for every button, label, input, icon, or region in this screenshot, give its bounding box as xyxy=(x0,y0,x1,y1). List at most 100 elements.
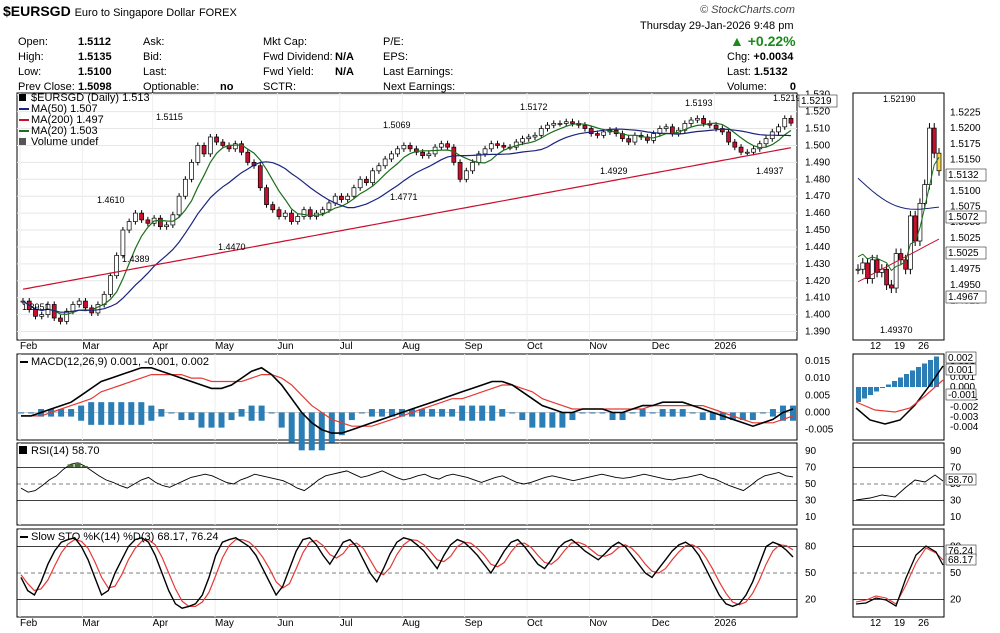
volume-value: 0 xyxy=(789,81,796,93)
macd-histogram-bar xyxy=(459,405,466,421)
candle-body xyxy=(744,151,750,154)
inset-macd-tick-label: -0.004 xyxy=(950,422,979,433)
quote-label: Fwd Dividend: xyxy=(263,51,333,63)
price-annotation: 1.4929 xyxy=(600,166,628,176)
macd-histogram-bar xyxy=(308,412,315,451)
inset-macd-hist-bar xyxy=(892,381,897,387)
symbol-name: Euro to Singapore Dollar xyxy=(74,7,196,19)
price-tick-label: 1.430 xyxy=(805,259,830,270)
macd-histogram-bar xyxy=(188,412,195,421)
last-value: 1.5132 xyxy=(753,66,788,78)
candle-body xyxy=(220,141,226,146)
price-tick-label: 1.490 xyxy=(805,157,830,168)
sto-tick-label: 20 xyxy=(805,594,817,605)
price-tick-label: 1.450 xyxy=(805,225,830,236)
candle-body xyxy=(570,121,575,124)
quote-label: P/E: xyxy=(383,36,404,48)
month-tick-label: Jun xyxy=(277,341,293,352)
legend-label: MA(50) 1.507 xyxy=(31,103,98,115)
sto-tick-label: 80 xyxy=(805,542,817,553)
inset-price-box xyxy=(945,246,987,260)
rsi-legend: RSI(14) 58.70 xyxy=(31,445,99,457)
macd-histogram-bar xyxy=(739,412,746,421)
macd-histogram-bar xyxy=(358,412,365,414)
macd-line xyxy=(21,366,794,434)
macd-histogram-bar xyxy=(569,412,576,421)
rsi-tick-label: 30 xyxy=(805,495,817,506)
quote-value: 1.5098 xyxy=(78,81,112,93)
candle-body xyxy=(663,126,669,129)
quote-label: Last: xyxy=(143,66,167,78)
price-tick-label: 1.480 xyxy=(805,174,830,185)
macd-histogram-bar xyxy=(529,412,536,428)
candle-body xyxy=(626,138,632,143)
candle-body xyxy=(76,300,82,305)
candle-body xyxy=(95,304,101,314)
quote-label: Low: xyxy=(18,66,42,78)
inset-macd-signal-line xyxy=(855,379,944,413)
macd-histogram-bar xyxy=(709,412,716,421)
macd-histogram-bar xyxy=(178,412,185,421)
inset-ma50-line xyxy=(857,177,940,210)
month-tick-label: Aug xyxy=(402,618,420,629)
brand-logo: © StockCharts.com xyxy=(700,4,795,16)
candle-body xyxy=(139,212,144,221)
quote-label: Ask: xyxy=(143,36,165,48)
month-tick-label: Oct xyxy=(527,618,543,629)
quote-value: N/A xyxy=(335,66,354,78)
price-annotation: 1.3951 xyxy=(22,302,50,312)
candle-body xyxy=(289,212,294,222)
candle-body xyxy=(688,119,694,124)
macd-histogram-bar xyxy=(579,412,586,414)
candle-body xyxy=(214,136,219,143)
price-box xyxy=(798,94,838,108)
inset-price-box xyxy=(945,168,987,182)
legend-label: $EURSGD (Daily) 1.513 xyxy=(31,92,150,104)
inset-macd-line xyxy=(855,365,944,425)
month-tick-label: 2026 xyxy=(714,618,737,629)
sto-k-line xyxy=(20,537,794,609)
inset-price-tick-label: 1.5200 xyxy=(950,123,981,134)
inset-macd-box-label: -0.001 xyxy=(948,390,977,401)
candle-body xyxy=(182,178,188,197)
candle-body xyxy=(451,146,457,163)
month-tick-label: Jun xyxy=(277,618,293,629)
macd-histogram-bar xyxy=(619,412,626,421)
candle-body xyxy=(426,153,432,156)
macd-histogram-bar xyxy=(589,412,596,414)
inset-sto-box-label: 68.17 xyxy=(948,555,973,566)
macd-histogram-bar xyxy=(659,409,666,417)
candle-body xyxy=(301,209,307,217)
candle-body xyxy=(145,219,151,224)
inset-price-tick-label: 1.5225 xyxy=(950,107,981,118)
candle-body xyxy=(407,145,413,150)
candle-body xyxy=(520,138,525,143)
inset-rsi-tick-label: 90 xyxy=(950,446,962,457)
candle-body xyxy=(445,143,450,148)
macd-tick-label: 0.000 xyxy=(805,407,830,418)
inset-day-tick-label: 19 xyxy=(894,341,906,352)
macd-histogram-bar xyxy=(679,409,686,417)
macd-histogram-bar xyxy=(78,405,85,421)
macd-histogram-bar xyxy=(228,412,235,421)
month-tick-label: Apr xyxy=(153,341,169,352)
candle-body xyxy=(351,187,357,197)
volume-row: Volume: 0 xyxy=(727,81,796,94)
macd-histogram-bar xyxy=(168,412,175,414)
rsi-tick-label: 50 xyxy=(805,479,817,490)
candle-body xyxy=(632,134,638,143)
candle-body xyxy=(58,317,63,322)
macd-histogram-bar xyxy=(749,412,756,421)
candle-body xyxy=(414,148,419,153)
candle-body xyxy=(207,136,213,155)
candle-body xyxy=(757,143,763,150)
inset-macd-hist-bar xyxy=(874,387,879,392)
inset-macd-hist-bar xyxy=(916,367,921,387)
inset-sto-day-tick-label: 26 xyxy=(918,618,930,629)
macd-histogram-bar xyxy=(669,409,676,417)
month-tick-label: Jul xyxy=(340,341,353,352)
candle-body xyxy=(738,146,744,153)
inset-rsi-box-label: 58.70 xyxy=(948,475,973,486)
macd-histogram-bar xyxy=(388,409,395,417)
candle-body xyxy=(364,178,369,184)
